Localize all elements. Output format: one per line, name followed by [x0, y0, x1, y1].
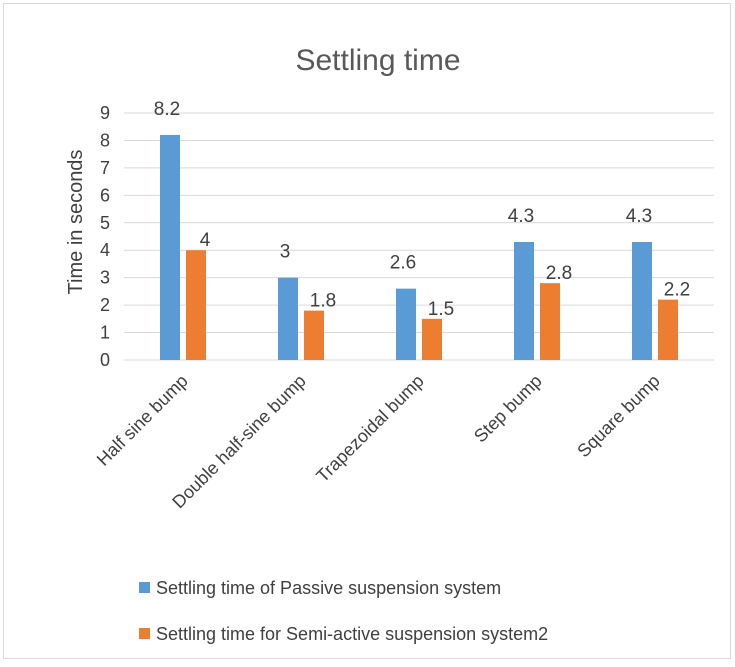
data-label: 1.8 — [310, 291, 336, 312]
bar-semi-active — [540, 283, 560, 360]
data-label: 2.6 — [390, 253, 416, 274]
bar-semi-active — [422, 318, 442, 360]
bar-passive — [632, 241, 652, 360]
chart-title: Settling time — [295, 44, 460, 77]
x-tick-label: Half sine bump — [93, 371, 192, 470]
data-label: 2.2 — [664, 280, 690, 301]
bars — [160, 134, 678, 360]
data-label: 3 — [280, 242, 291, 263]
data-label: 4 — [200, 230, 211, 251]
y-tick-label: 7 — [100, 158, 110, 178]
bar-passive — [278, 277, 298, 360]
y-tick-label: 2 — [100, 295, 110, 315]
y-tick-label: 1 — [100, 323, 110, 343]
y-axis-ticks: 0 1 2 3 4 5 6 7 8 9 — [100, 103, 110, 370]
x-tick-label: Double half-sine bump — [168, 371, 309, 512]
chart-frame: Settling time Time in seconds 0 1 2 3 4 5 6 7 8 9… — [3, 3, 731, 659]
data-labels: 8.2 4 3 1.8 2.6 1.5 4.3 2.8 4.3 2.2 — [154, 99, 690, 320]
data-label: 1.5 — [428, 299, 454, 320]
y-tick-label: 4 — [100, 240, 110, 260]
data-label: 2.8 — [546, 263, 572, 284]
x-tick-label: Step bump — [470, 371, 546, 447]
gridlines — [124, 112, 714, 361]
data-label: 4.3 — [508, 206, 534, 227]
bar-semi-active — [304, 310, 324, 360]
legend-swatch — [139, 582, 150, 593]
bar-passive — [396, 288, 416, 360]
bar-semi-active — [658, 299, 678, 360]
data-label: 8.2 — [154, 99, 180, 120]
bar-chart: Settling time Time in seconds 0 1 2 3 4 5 6 7 8 9… — [65, 44, 714, 644]
legend-label: Settling time of Passive suspension syst… — [156, 578, 501, 598]
x-tick-label: Square bump — [573, 371, 664, 462]
y-tick-label: 6 — [100, 185, 110, 205]
y-tick-label: 0 — [100, 350, 110, 370]
legend: Settling time of Passive suspension syst… — [139, 578, 548, 644]
bar-passive — [514, 241, 534, 360]
y-tick-label: 9 — [100, 103, 110, 123]
bar-passive — [160, 134, 180, 360]
x-tick-label: Trapezoidal bump — [312, 371, 428, 487]
legend-label: Settling time for Semi-active suspension… — [156, 624, 548, 644]
bar-semi-active — [186, 250, 206, 360]
data-label: 4.3 — [626, 206, 652, 227]
y-tick-label: 5 — [100, 213, 110, 233]
y-tick-label: 3 — [100, 268, 110, 288]
y-axis-label: Time in seconds — [65, 150, 87, 295]
legend-swatch — [139, 628, 150, 639]
y-tick-label: 8 — [100, 130, 110, 150]
